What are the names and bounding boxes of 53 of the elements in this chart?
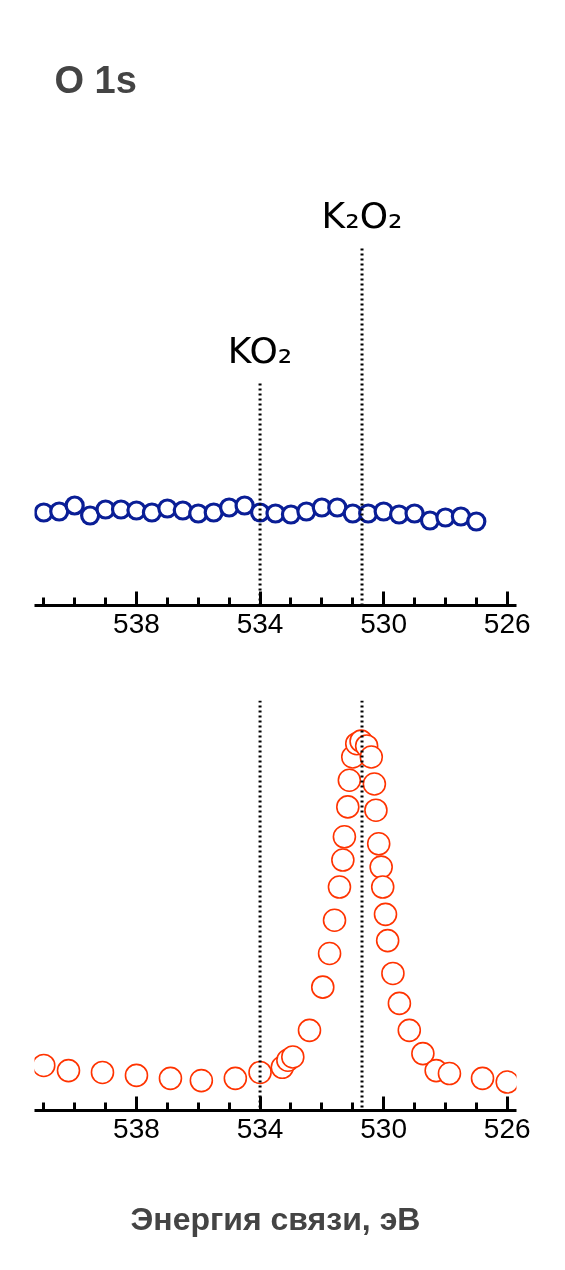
point (369, 855, 393, 879)
point (470, 1066, 495, 1091)
point (364, 798, 388, 822)
point (332, 825, 357, 849)
point (375, 928, 400, 953)
point (124, 1063, 149, 1088)
point (450, 506, 471, 527)
point (49, 501, 70, 522)
point (248, 1060, 272, 1085)
point (90, 1060, 115, 1085)
x-tick-label: 526 (483, 607, 531, 639)
point (411, 1041, 435, 1066)
point (189, 1068, 214, 1093)
point (337, 768, 362, 793)
point (327, 875, 352, 899)
x-tick-label: 538 (113, 607, 160, 639)
point (56, 1058, 81, 1083)
point (203, 502, 224, 523)
point (397, 1018, 422, 1043)
x-tick-label: 538 (113, 1112, 160, 1144)
point (296, 501, 317, 522)
point (297, 1018, 322, 1043)
x-tick-label: 526 (483, 1112, 531, 1144)
point (466, 511, 487, 532)
point (366, 832, 391, 856)
point (331, 848, 355, 872)
point (234, 495, 255, 516)
point (80, 505, 101, 526)
point (223, 1066, 248, 1091)
point (158, 1066, 183, 1091)
point (387, 991, 412, 1016)
point (327, 497, 348, 518)
point (370, 875, 395, 899)
point (317, 941, 342, 966)
point (404, 503, 425, 524)
x-tick-label: 530 (360, 607, 407, 639)
x-tick-label: 530 (360, 1112, 407, 1144)
point (362, 772, 387, 796)
chart-title: O 1s (54, 58, 137, 101)
point (373, 902, 398, 927)
point (322, 908, 347, 933)
point (437, 1061, 462, 1086)
ref-line-label: K₂O₂ (321, 194, 403, 236)
ref-line-label: KO₂ (227, 329, 293, 371)
point (359, 745, 384, 769)
x-axis-title: Энергия связи, эВ (130, 1200, 421, 1237)
point (64, 495, 85, 516)
point (381, 961, 405, 986)
point (336, 795, 360, 819)
point (281, 1045, 305, 1069)
x-tick-label: 534 (236, 1112, 284, 1144)
x-tick-label: 534 (236, 607, 284, 639)
point (310, 975, 335, 999)
